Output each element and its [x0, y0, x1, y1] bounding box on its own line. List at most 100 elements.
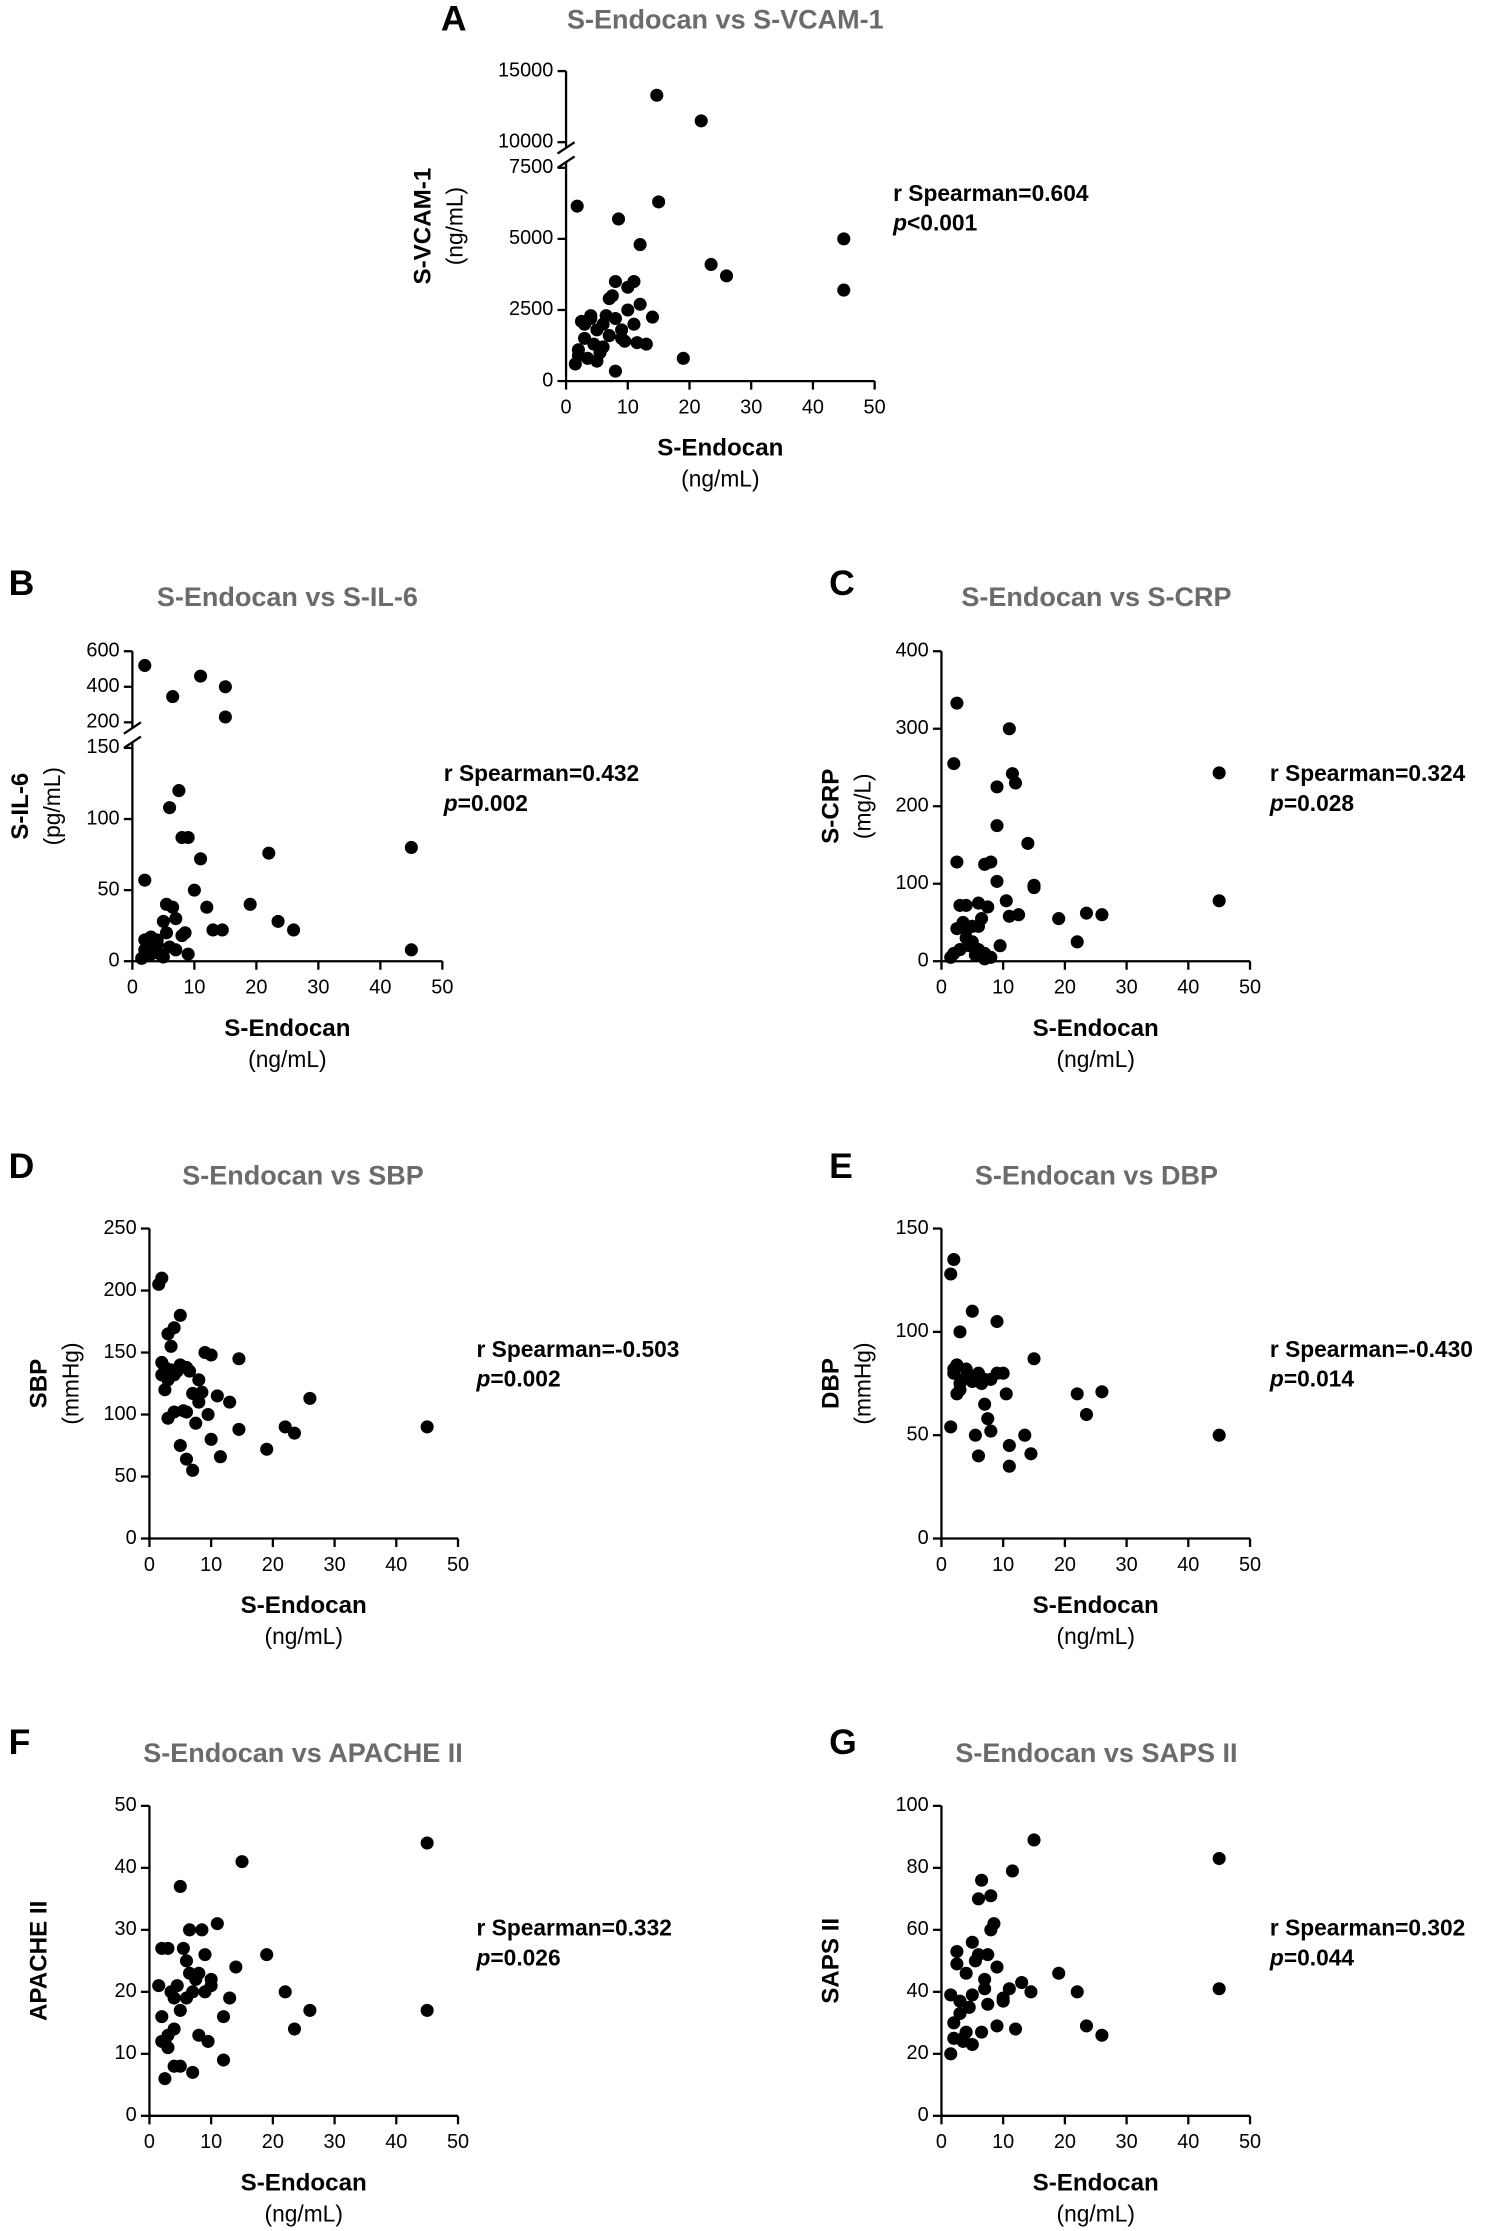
panel: 0 50 100 150 200 250 0 10 20 30 40 50 D S-Endocan vs … [9, 1146, 680, 1649]
y-tick-label: 30 [115, 1918, 137, 1940]
point [1070, 1985, 1084, 1999]
y-tick-label: 200 [103, 1279, 136, 1301]
point [183, 1364, 197, 1378]
point [837, 232, 851, 246]
y-tick-label: 100 [895, 1320, 928, 1342]
y-axis-unit: (pg/mL) [39, 767, 65, 845]
point [204, 1979, 218, 1993]
point [959, 931, 973, 945]
x-tick-label: 40 [1177, 2131, 1199, 2153]
point [593, 346, 607, 360]
point [175, 929, 189, 943]
point [1079, 906, 1094, 920]
y-tick-label: 150 [895, 1217, 928, 1239]
p-value: p=0.028 [1269, 790, 1354, 816]
y-tick-label: 150 [86, 736, 119, 758]
x-tick-label: 30 [1116, 1554, 1138, 1576]
point [150, 937, 164, 951]
point [179, 1954, 194, 1968]
point [627, 317, 641, 331]
point [694, 114, 708, 128]
point [173, 2059, 187, 2073]
y-tick-label: 100 [86, 807, 119, 829]
point [984, 855, 998, 869]
point [1018, 1428, 1032, 1442]
point [232, 1352, 246, 1366]
y-tick-label: 7500 [509, 156, 553, 178]
y-tick-label: 100 [895, 872, 928, 894]
panel: 0 100 200 300 400 0 10 20 30 40 50 C S-Endocan vs S-… [817, 563, 1465, 1072]
point [652, 195, 666, 209]
point [156, 914, 170, 928]
p-value: p=0.014 [1269, 1366, 1354, 1392]
panel-letter: E [829, 1146, 853, 1186]
axis-break [123, 735, 142, 749]
point [1212, 1428, 1226, 1442]
panel-letter: D [9, 1146, 35, 1186]
panel-letter: C [829, 563, 855, 603]
point [1212, 894, 1226, 908]
point [953, 1994, 967, 2008]
chart-title: S-Endocan vs APACHE II [143, 1738, 463, 1768]
point [186, 1463, 200, 1477]
point [420, 2003, 434, 2017]
x-tick-label: 0 [936, 976, 947, 998]
point [947, 2016, 961, 2030]
point [404, 943, 418, 957]
point [971, 1449, 986, 1463]
x-tick-label: 20 [262, 2131, 284, 2153]
point [950, 922, 964, 936]
point [173, 1438, 187, 1453]
point [204, 1348, 218, 1362]
x-tick-label: 20 [678, 396, 700, 418]
x-axis-unit: (ng/mL) [265, 2200, 343, 2226]
panel: 0 50 100 150 0 10 20 30 40 50 E S-Endocan vs DBP S-E… [817, 1146, 1473, 1649]
point [965, 2037, 979, 2052]
panel-letter: G [829, 1722, 857, 1762]
point [158, 1383, 172, 1397]
point [978, 1397, 992, 1411]
point [163, 801, 177, 815]
point [155, 2010, 169, 2024]
point [950, 1944, 964, 1959]
chart-title: S-Endocan vs S-VCAM-1 [567, 4, 884, 34]
point [167, 1321, 181, 1335]
x-axis-label: S-Endocan [1033, 2169, 1159, 2196]
x-axis-unit: (ng/mL) [1057, 1623, 1135, 1649]
point [210, 1917, 224, 1931]
point [210, 1389, 224, 1403]
point [984, 1889, 998, 1903]
y-axis-unit: (mg/L) [850, 773, 876, 839]
point [192, 1966, 206, 1980]
x-tick-label: 50 [1239, 1554, 1261, 1576]
y-tick-label: 20 [907, 2042, 929, 2064]
point [947, 1253, 961, 1267]
point [965, 1304, 979, 1318]
point [213, 1450, 227, 1464]
point [627, 275, 641, 289]
axis-break [123, 721, 142, 735]
panel: 0 10 20 30 40 50 0 10 20 30 40 50 F S-Endocan vs APAC… [9, 1722, 672, 2226]
point [152, 1979, 166, 1993]
panel-letter: A [441, 0, 467, 39]
point [138, 873, 152, 887]
point [138, 658, 152, 673]
point [1079, 2019, 1094, 2033]
point [278, 1420, 292, 1434]
panel-letter: B [9, 563, 35, 603]
point [947, 1362, 961, 1376]
point [1008, 776, 1023, 790]
stat-label: r Spearman=0.332 [476, 1915, 671, 1941]
point [1212, 1852, 1226, 1866]
y-axis-label: S-VCAM-1 [409, 168, 436, 285]
x-axis-label: S-Endocan [657, 435, 783, 462]
point [278, 1985, 292, 1999]
x-tick-label: 10 [992, 1554, 1014, 1576]
y-tick-label: 20 [115, 1980, 137, 2002]
p-value: p<0.001 [892, 210, 977, 236]
point [420, 1836, 434, 1850]
point [944, 1420, 958, 1434]
x-axis-label: S-Endocan [224, 1015, 350, 1042]
point [981, 1997, 995, 2011]
point [155, 1271, 169, 1285]
